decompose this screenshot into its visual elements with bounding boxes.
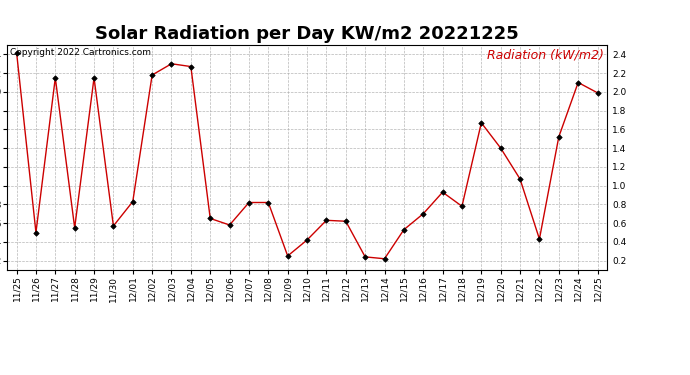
Text: Copyright 2022 Cartronics.com: Copyright 2022 Cartronics.com bbox=[10, 48, 151, 57]
Title: Solar Radiation per Day KW/m2 20221225: Solar Radiation per Day KW/m2 20221225 bbox=[95, 26, 519, 44]
Text: Radiation (kW/m2): Radiation (kW/m2) bbox=[487, 48, 604, 62]
